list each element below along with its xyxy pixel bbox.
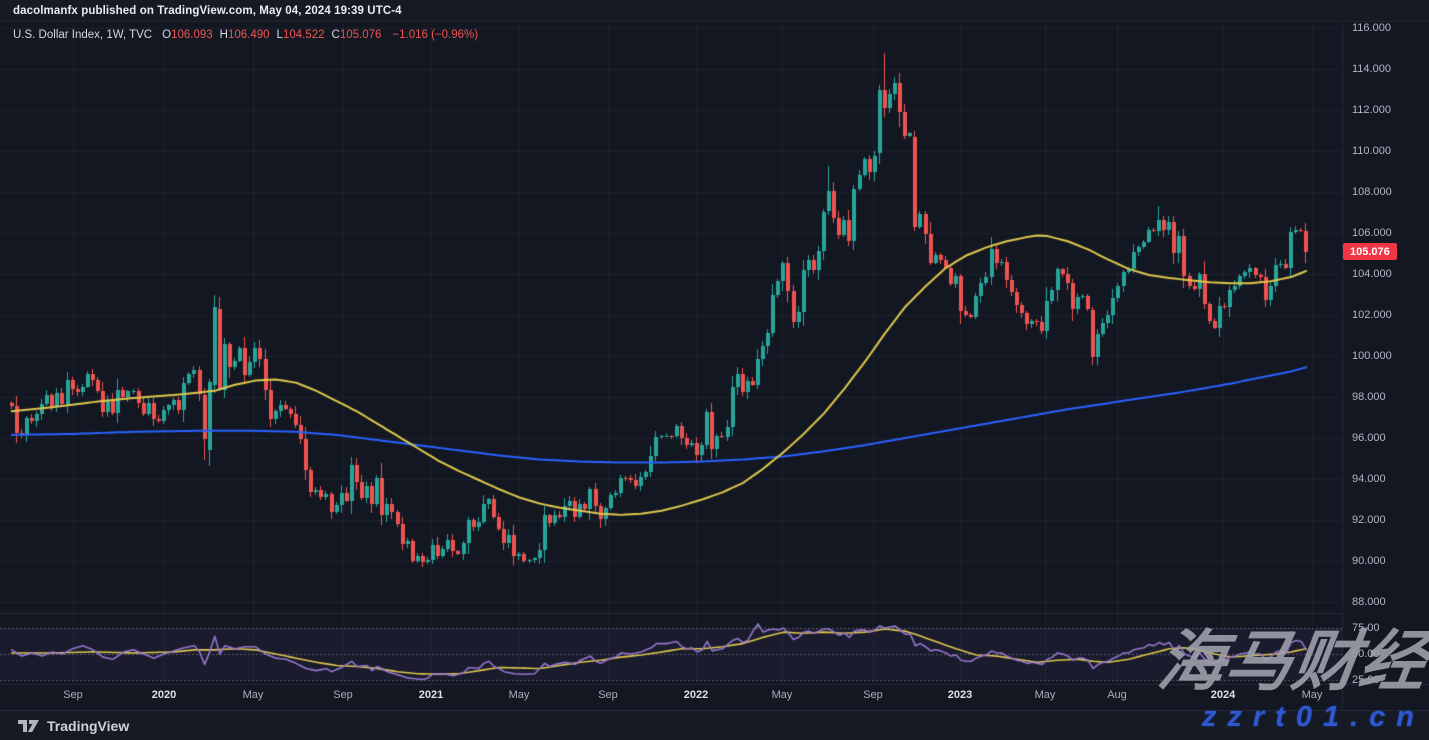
tradingview-logo-text[interactable]: TradingView [47,717,130,734]
price-axis-label: 94.000 [1352,473,1386,485]
time-axis-label: May [508,689,530,701]
time-axis-label: May [1301,689,1323,701]
price-axis-label: 90.000 [1352,555,1386,567]
ohlc-low: L104.522 [276,29,325,41]
price-chart-canvas[interactable] [0,22,1429,710]
attribution-text: dacolmanfx published on TradingView.com,… [13,4,402,17]
price-axis-label: 106.000 [1352,227,1392,239]
price-axis-label: 108.000 [1352,186,1392,198]
price-axis-label: 102.000 [1352,309,1392,321]
time-axis-label: May [771,689,793,701]
price-axis-label: 112.000 [1352,104,1391,116]
price-axis-label: 114.000 [1352,63,1391,75]
attribution-bar: dacolmanfx published on TradingView.com,… [0,0,1429,22]
rsi-axis-label: 25.00 [1352,674,1380,686]
price-axis-label: 100.000 [1352,350,1392,362]
time-axis-label: Aug [1107,689,1127,701]
time-axis-label: 2020 [151,689,177,701]
symbol-legend[interactable]: U.S. Dollar Index, 1W, TVC O106.093 H106… [13,27,478,43]
ohlc-open: O106.093 [162,29,213,41]
price-axis-label: 110.000 [1352,145,1391,157]
price-axis-label: 96.000 [1352,432,1386,444]
rsi-axis-label: 50.00 [1352,648,1380,660]
tradingview-logo-icon[interactable] [18,719,40,733]
last-price-badge: 105.076 [1343,243,1397,261]
price-axis-label: 92.000 [1352,514,1386,526]
ohlc-close: C105.076 [331,29,382,41]
time-axis-label: Sep [598,689,618,701]
time-axis-label: Sep [333,689,353,701]
price-axis-label: 104.000 [1352,268,1392,280]
time-axis-label: May [242,689,264,701]
time-axis-label: 2024 [1210,689,1236,701]
time-axis-label: 2022 [683,689,709,701]
time-axis-label: May [1034,689,1056,701]
time-axis-label: 2023 [947,689,973,701]
time-axis-label: Sep [63,689,83,701]
footer-bar: TradingView [0,710,1429,740]
ohlc-high: H106.490 [219,29,270,41]
price-axis-label: 88.000 [1352,596,1386,608]
price-axis-label: 98.000 [1352,391,1386,403]
time-axis-label: Sep [863,689,883,701]
time-axis-label: 2021 [418,689,444,701]
chart-area[interactable]: U.S. Dollar Index, 1W, TVC O106.093 H106… [0,22,1429,710]
rsi-axis-label: 75.00 [1352,622,1380,634]
price-axis-label: 116.000 [1352,22,1391,34]
change-value: −1.016 (−0.96%) [392,29,479,41]
symbol-title[interactable]: U.S. Dollar Index, 1W, TVC [13,29,153,41]
